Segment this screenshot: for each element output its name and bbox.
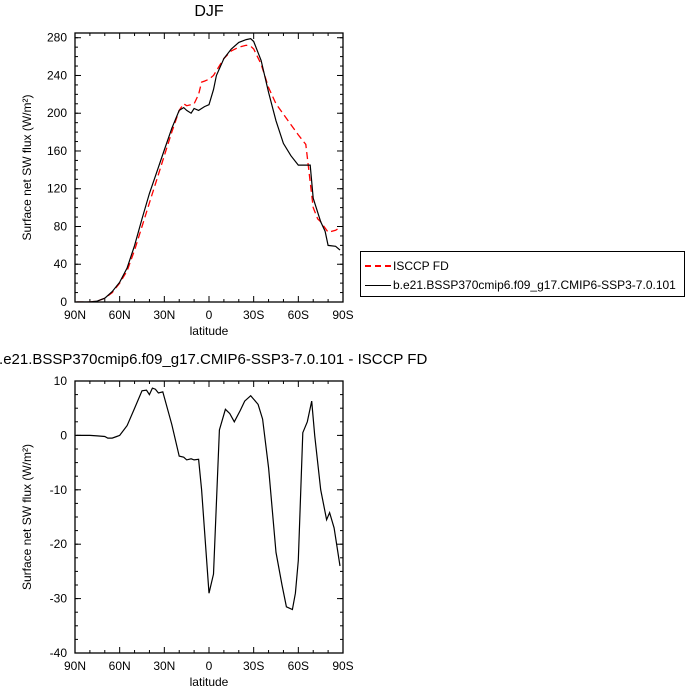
panel1-y-tick-label: 160 xyxy=(47,144,67,158)
panel2-y-tick-label: 0 xyxy=(60,428,67,442)
panel2-series-line-1 xyxy=(76,387,341,611)
legend-line-isccp xyxy=(365,265,391,267)
panel2-x-tick-label: 30S xyxy=(243,659,264,673)
panel2-x-tick-label: 0 xyxy=(206,659,213,673)
panel1-x-tick-label: 60S xyxy=(288,308,309,322)
panel2-x-tick-label: 90N xyxy=(64,659,86,673)
panel2-x-axis-label: latitude xyxy=(190,675,229,689)
legend-line-model xyxy=(365,284,391,286)
panel1-plot-frame xyxy=(74,32,344,303)
panel1-x-tick-label: 60N xyxy=(109,308,131,322)
panel2-y-tick-label: -30 xyxy=(50,592,68,606)
panel2-y-axis-label: Surface net SW flux (W/m²) xyxy=(20,444,34,590)
panel1-x-tick-label: 30S xyxy=(243,308,264,322)
panel1-y-tick-label: 240 xyxy=(47,68,67,82)
panel1-y-tick-label: 200 xyxy=(47,106,67,120)
panel1-x-axis-label: latitude xyxy=(190,324,229,338)
panel1-x-tick-label: 0 xyxy=(206,308,213,322)
panel2-x-tick-label: 60S xyxy=(288,659,309,673)
panel1-series-line-1 xyxy=(76,44,341,302)
legend: ISCCP FD b.e21.BSSP370cmip6.f09_g17.CMIP… xyxy=(360,251,685,297)
legend-label-isccp: ISCCP FD xyxy=(393,259,449,273)
panel2-x-tick-label: 30N xyxy=(153,659,175,673)
panel1-title: DJF xyxy=(194,3,224,20)
panel2-y-tick-label: -20 xyxy=(50,537,68,551)
panel1-y-tick-label: 280 xyxy=(47,31,67,45)
panel1-x-tick-label: 30N xyxy=(153,308,175,322)
panel1-y-tick-label: 40 xyxy=(54,257,68,271)
panel2-x-tick-label: 90S xyxy=(332,659,353,673)
panel2-y-tick-label: 10 xyxy=(54,374,68,388)
panel1-y-tick-label: 120 xyxy=(47,182,67,196)
panel1-y-axis-label: Surface net SW flux (W/m²) xyxy=(20,94,34,240)
panel2-title: b.e21.BSSP370cmip6.f09_g17.CMIP6-SSP3-7.… xyxy=(0,351,427,368)
panel1-y-tick-label: 80 xyxy=(54,219,68,233)
legend-entry-model: b.e21.BSSP370cmip6.f09_g17.CMIP6-SSP3-7.… xyxy=(365,276,676,294)
panel1-series-line-2 xyxy=(76,38,341,302)
legend-entry-isccp: ISCCP FD xyxy=(365,257,449,275)
legend-label-model: b.e21.BSSP370cmip6.f09_g17.CMIP6-SSP3-7.… xyxy=(393,278,676,292)
panel2-x-tick-label: 60N xyxy=(109,659,131,673)
panel2-y-tick-label: -10 xyxy=(50,483,68,497)
panel2-plot-frame xyxy=(74,380,344,654)
panel2-y-tick-label: -40 xyxy=(50,646,68,660)
panel1-y-tick-label: 0 xyxy=(60,295,67,309)
panel1-x-tick-label: 90S xyxy=(332,308,353,322)
panel1-x-tick-label: 90N xyxy=(64,308,86,322)
